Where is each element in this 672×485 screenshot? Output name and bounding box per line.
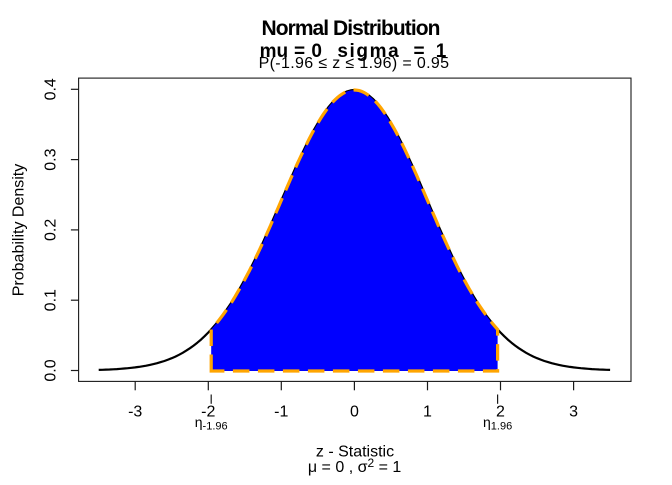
svg-text:-3: -3	[128, 404, 142, 421]
svg-text:0: 0	[350, 404, 359, 421]
svg-text:-2: -2	[201, 404, 215, 421]
svg-text:3: 3	[569, 404, 578, 421]
svg-text:2: 2	[496, 404, 505, 421]
svg-text:-1: -1	[274, 404, 288, 421]
svg-text:Probability Density: Probability Density	[10, 164, 27, 297]
svg-text:0.3: 0.3	[43, 148, 60, 170]
svg-text:0.4: 0.4	[43, 78, 60, 100]
svg-text:z - Statistic: z - Statistic	[316, 444, 394, 461]
svg-text:μ = 0 , σ2 = 1: μ = 0 , σ2 = 1	[308, 456, 401, 476]
svg-text:0.2: 0.2	[43, 219, 60, 241]
svg-text:P(-1.96 ≤ z ≤ 1.96) = 0.95: P(-1.96 ≤ z ≤ 1.96) = 0.95	[259, 55, 450, 72]
svg-text:0.0: 0.0	[43, 359, 60, 381]
svg-text:Normal Distribution: Normal Distribution	[262, 17, 440, 40]
svg-text:0.1: 0.1	[43, 289, 60, 311]
svg-text:1: 1	[423, 404, 432, 421]
